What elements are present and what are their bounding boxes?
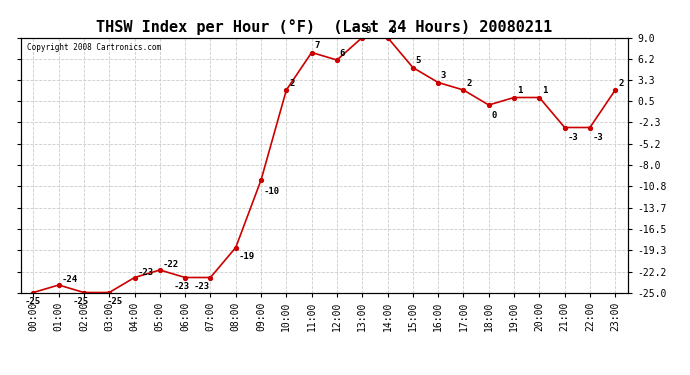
Text: 9: 9 — [391, 26, 395, 35]
Text: 3: 3 — [441, 71, 446, 80]
Text: -23: -23 — [174, 282, 190, 291]
Text: -19: -19 — [239, 252, 255, 261]
Text: 1: 1 — [517, 86, 522, 95]
Text: -25: -25 — [25, 297, 41, 306]
Text: 5: 5 — [415, 56, 421, 65]
Text: 6: 6 — [339, 49, 345, 58]
Text: 2: 2 — [289, 79, 295, 88]
Text: -23: -23 — [137, 268, 153, 277]
Text: -25: -25 — [106, 297, 123, 306]
Text: 2: 2 — [466, 79, 471, 88]
Text: 1: 1 — [542, 86, 547, 95]
Text: -3: -3 — [593, 133, 604, 142]
Title: THSW Index per Hour (°F)  (Last 24 Hours) 20080211: THSW Index per Hour (°F) (Last 24 Hours)… — [96, 19, 553, 35]
Text: 9: 9 — [365, 26, 371, 35]
Text: 0: 0 — [491, 111, 497, 120]
Text: -23: -23 — [194, 282, 210, 291]
Text: -22: -22 — [163, 260, 179, 269]
Text: Copyright 2008 Cartronics.com: Copyright 2008 Cartronics.com — [27, 43, 161, 52]
Text: -24: -24 — [61, 275, 77, 284]
Text: 7: 7 — [315, 41, 319, 50]
Text: -3: -3 — [567, 133, 578, 142]
Text: 2: 2 — [618, 79, 623, 88]
Text: -10: -10 — [264, 187, 280, 196]
Text: -25: -25 — [73, 297, 89, 306]
